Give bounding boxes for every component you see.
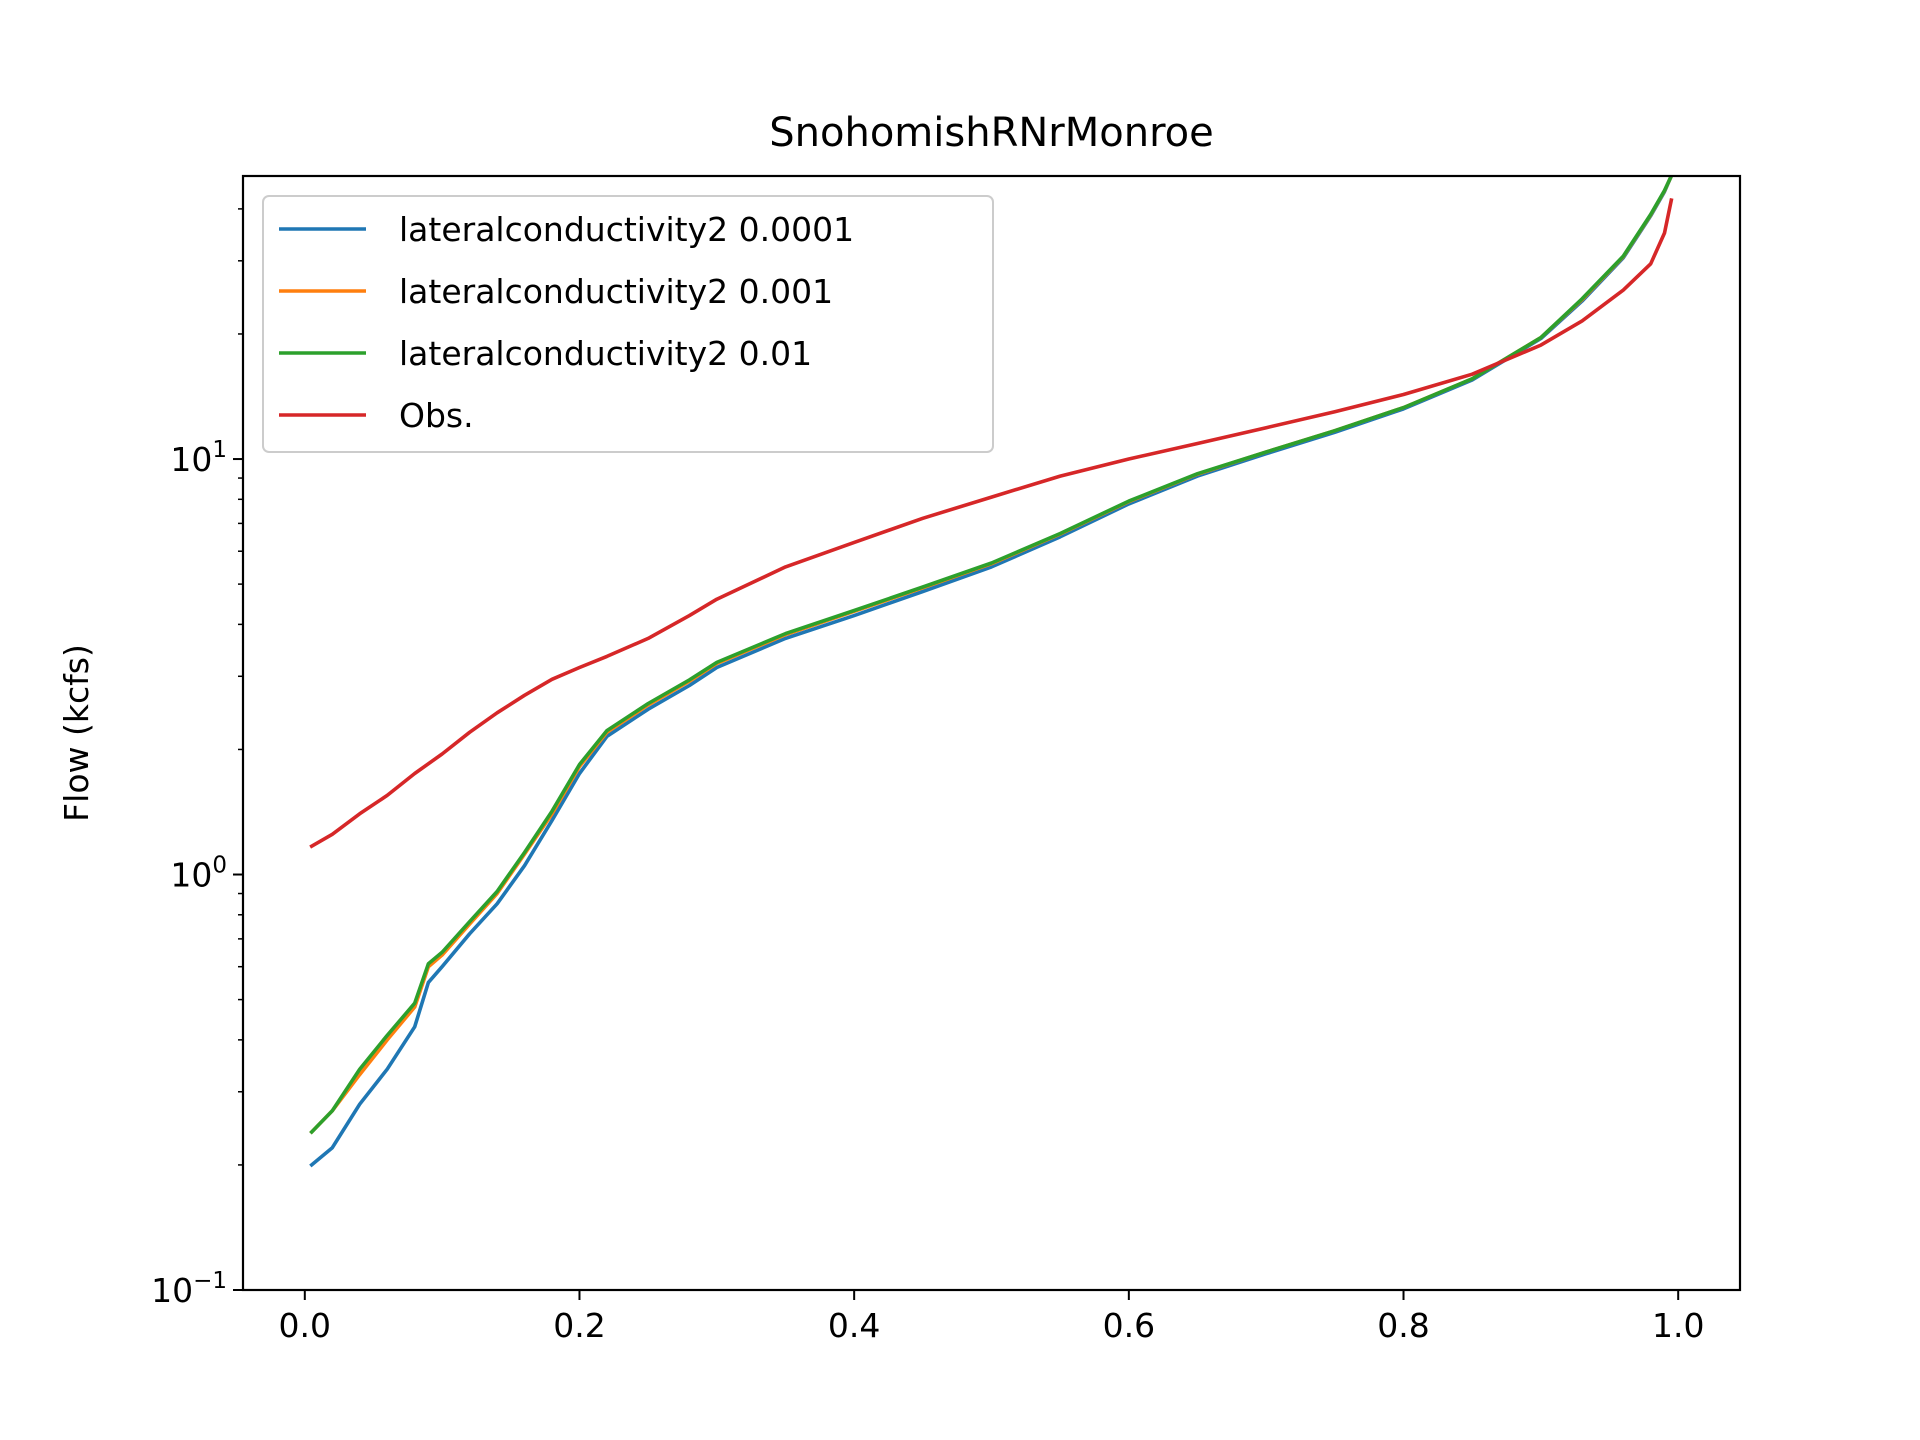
y-tick-label: 101: [170, 437, 227, 479]
legend: lateralconductivity2 0.0001 lateralconduc…: [262, 195, 994, 453]
x-tick-label: 0.2: [553, 1306, 605, 1345]
legend-label: lateralconductivity2 0.01: [399, 334, 812, 373]
x-tick-label: 0.4: [828, 1306, 880, 1345]
series-line-3: [309, 197, 1674, 849]
x-tick-label: 0.0: [279, 1306, 331, 1345]
x-tick-label: 0.6: [1103, 1306, 1155, 1345]
series-line-2: [309, 176, 1674, 1135]
y-tick-label: 10−1: [151, 1268, 227, 1310]
legend-label: lateralconductivity2 0.001: [399, 272, 833, 311]
x-tick-label: 1.0: [1652, 1306, 1704, 1345]
y-axis-label: Flow (kcfs): [57, 644, 96, 822]
x-axis: 0.0 0.2 0.4 0.6 0.8 1.0: [279, 1290, 1704, 1345]
series-layer: [309, 176, 1674, 1168]
y-axis: 10−1 100 101: [151, 208, 243, 1310]
legend-label: lateralconductivity2 0.0001: [399, 210, 854, 249]
chart-title: SnohomishRNrMonroe: [769, 110, 1213, 156]
x-tick-label: 0.8: [1377, 1306, 1429, 1345]
plot-frame: [241, 174, 1742, 1292]
y-tick-label: 100: [170, 853, 227, 895]
legend-label: Obs.: [399, 396, 474, 435]
legend-box: [262, 195, 994, 453]
